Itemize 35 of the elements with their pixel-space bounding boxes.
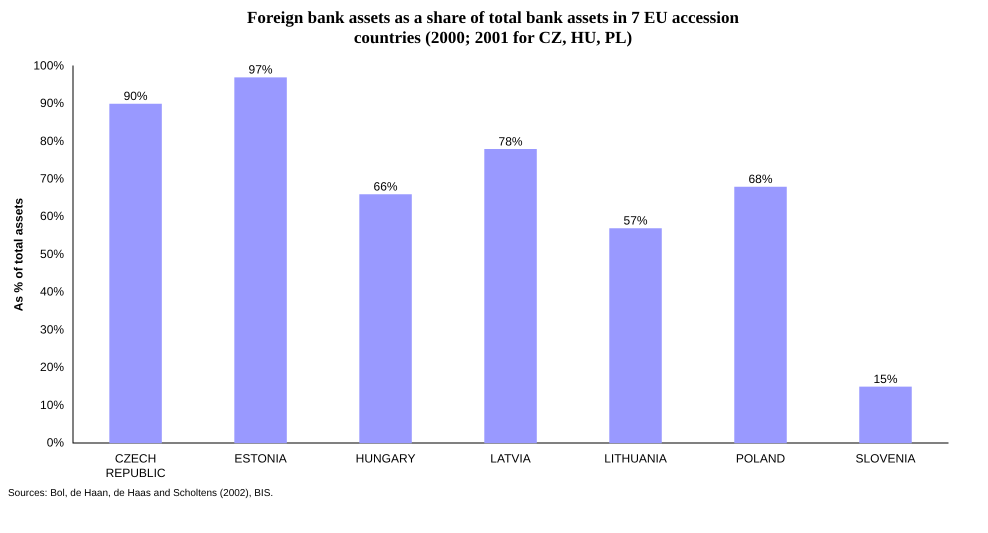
x-tick-label: LITHUANIA: [604, 452, 667, 466]
data-label: 78%: [498, 134, 523, 148]
x-tick-label: CZECH REPUBLIC: [106, 452, 166, 480]
y-tick-label: 90%: [40, 96, 64, 110]
y-tick-label: 50%: [40, 246, 64, 261]
y-tick-label: 40%: [40, 284, 64, 299]
y-tick-label: 100%: [33, 58, 64, 72]
data-label: 66%: [374, 180, 398, 194]
data-label: 57%: [624, 214, 648, 228]
x-tick-label: SLOVENIA: [855, 452, 916, 466]
bar: [109, 104, 162, 444]
bar: [234, 77, 287, 444]
bar: [359, 194, 412, 444]
y-axis-title: As % of total assets: [12, 198, 26, 312]
data-label: 15%: [873, 372, 898, 386]
bar: [484, 148, 537, 444]
y-tick-label: 10%: [40, 398, 64, 412]
bar: [609, 228, 662, 444]
y-tick-label: 60%: [40, 209, 64, 224]
source-note: Sources: Bol, de Haan, de Haas and Scholtens (2002), BIS.: [8, 488, 274, 499]
data-label: 97%: [248, 62, 273, 77]
data-label: 90%: [124, 89, 148, 104]
bar: [734, 186, 787, 444]
x-tick-label: LATVIA: [490, 452, 531, 466]
y-tick-label: 30%: [40, 322, 64, 336]
bar: [859, 386, 912, 444]
y-tick-label: 80%: [40, 134, 64, 148]
chart-title: Foreign bank assets as a share of total bank assets in 7 EU accession countries (2000; 2001 for CZ, HU, PL): [246, 8, 740, 48]
y-tick-label: 70%: [40, 171, 64, 186]
y-tick-label: 20%: [40, 360, 64, 374]
data-label: 68%: [748, 172, 773, 186]
x-tick-label: HUNGARY: [356, 452, 416, 466]
x-tick-label: ESTONIA: [234, 452, 287, 466]
y-tick-label: 0%: [46, 436, 64, 450]
x-tick-label: POLAND: [736, 452, 786, 466]
